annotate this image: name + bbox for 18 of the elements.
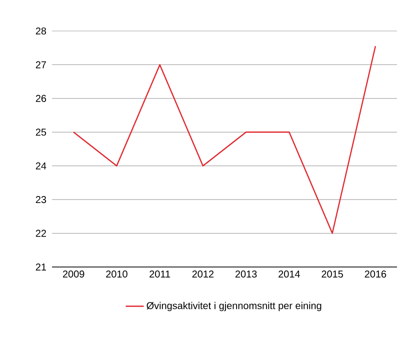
x-tick-label: 2010 (106, 270, 128, 278)
x-tick-label: 2012 (192, 270, 214, 278)
legend-label: Øvingsaktivitet i gjennomsnitt per eining (146, 302, 322, 312)
y-tick-label: 28 (36, 27, 46, 35)
y-tick-label: 24 (36, 162, 46, 170)
y-tick-label: 22 (36, 230, 46, 237)
x-tick-label: 2015 (322, 270, 343, 278)
y-tick-label: 21 (36, 264, 46, 270)
line-series (72, 46, 376, 234)
y-tick-label: 25 (36, 128, 46, 136)
x-tick-label: 2011 (150, 270, 170, 278)
y-tick-label: 27 (36, 61, 46, 68)
x-tick-label: 2016 (364, 270, 386, 278)
x-tick-label: 2014 (278, 270, 300, 278)
x-tick-label: 2013 (235, 270, 257, 278)
y-tick-label: 26 (36, 94, 46, 102)
x-tick-label: 2009 (62, 270, 84, 278)
y-tick-label: 23 (36, 196, 46, 204)
